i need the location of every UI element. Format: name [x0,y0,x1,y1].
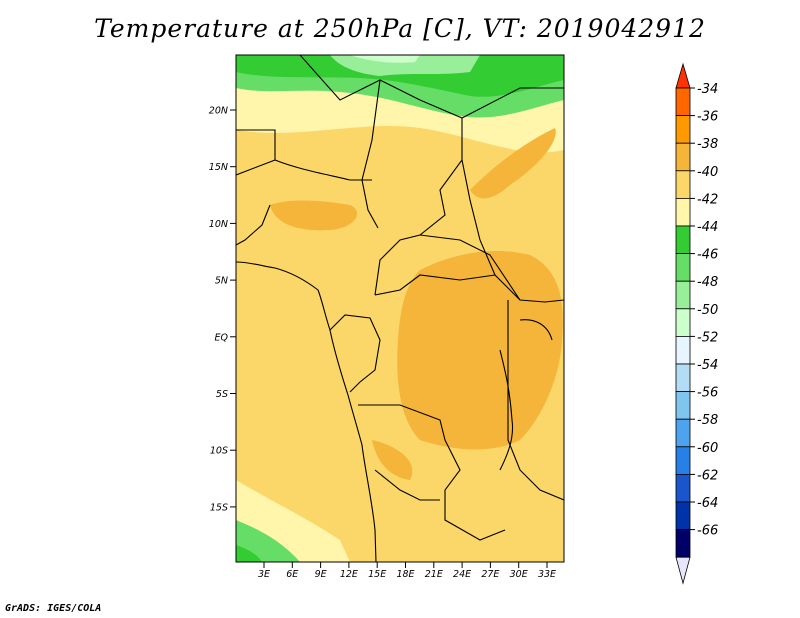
colorbar-box [675,280,691,310]
country-borders [236,55,564,562]
colorbar-box [675,529,691,558]
lat-label: 5N [215,276,228,287]
colorbar: -34 -36 -38 -40 -42 -44 -46 -48 -50 -52 -54 -56 -58 -… [675,62,718,585]
lon-label: 3E [258,569,270,580]
colorbar-box [675,253,691,282]
colorbar-label: -58 [697,413,718,428]
colorbar-label: -42 [697,192,718,207]
colorbar-label: -54 [697,358,718,373]
colorbar-box [675,87,691,117]
lon-label: 12E [340,569,358,580]
lon-label: 9E [315,569,327,580]
colorbar-box [675,446,691,475]
lon-label: 18E [396,569,414,580]
colorbar-box [675,225,691,255]
colorbar-label: -64 [697,496,718,511]
lat-label: 10S [210,446,228,457]
lon-label: 21E [425,569,443,580]
colorbar-label: -38 [697,137,718,152]
colorbar-box [675,142,691,172]
colorbar-label: -62 [697,468,718,483]
colorbar-label: -66 [697,524,718,539]
lat-label: EQ [215,332,229,343]
colorbar-box [675,308,691,337]
map-frame [235,54,565,563]
colorbar-box [675,115,691,144]
colorbar-label: -60 [697,441,718,456]
lon-label: 15E [368,569,386,580]
footer-credit: GrADS: IGES/COLA [5,603,102,614]
lat-label: 10N [209,219,228,230]
map-title: Temperature at 250hPa [C], VT: 201904291… [94,14,706,43]
colorbar-label: -34 [697,82,718,97]
lon-label: 30E [510,569,528,580]
colorbar-box [675,501,691,531]
temperature-field [236,55,564,562]
colorbar-label: -48 [697,275,718,290]
lat-label: 20N [209,106,228,117]
colorbar-label: -50 [697,303,718,318]
lon-label: 27E [481,569,499,580]
colorbar-box [675,418,691,448]
colorbar-bottom-arrow [675,556,691,585]
lat-label: 5S [216,389,228,400]
colorbar-top-arrow [675,62,691,89]
colorbar-box [675,473,691,503]
colorbar-label: -36 [697,110,718,125]
colorbar-box [675,363,691,393]
colorbar-box [675,391,691,420]
lon-label: 24E [453,569,471,580]
colorbar-label: -40 [697,165,718,180]
colorbar-label: -46 [697,248,718,263]
lat-label: 15N [209,162,228,173]
lon-label: 33E [538,569,556,580]
colorbar-box [675,335,691,365]
latitude-axis: 20N 15N 10N 5N EQ 5S 10S 15S [209,106,236,513]
colorbar-box [675,197,691,227]
lon-label: 6E [286,569,298,580]
colorbar-box [675,170,691,199]
colorbar-label: -56 [697,386,718,401]
lat-label: 15S [210,502,228,513]
colorbar-label: -44 [697,220,718,235]
colorbar-label: -52 [697,330,718,345]
longitude-axis: 3E 6E 9E 12E 15E 18E 21E 24E 27E 30E 33E [258,562,556,580]
